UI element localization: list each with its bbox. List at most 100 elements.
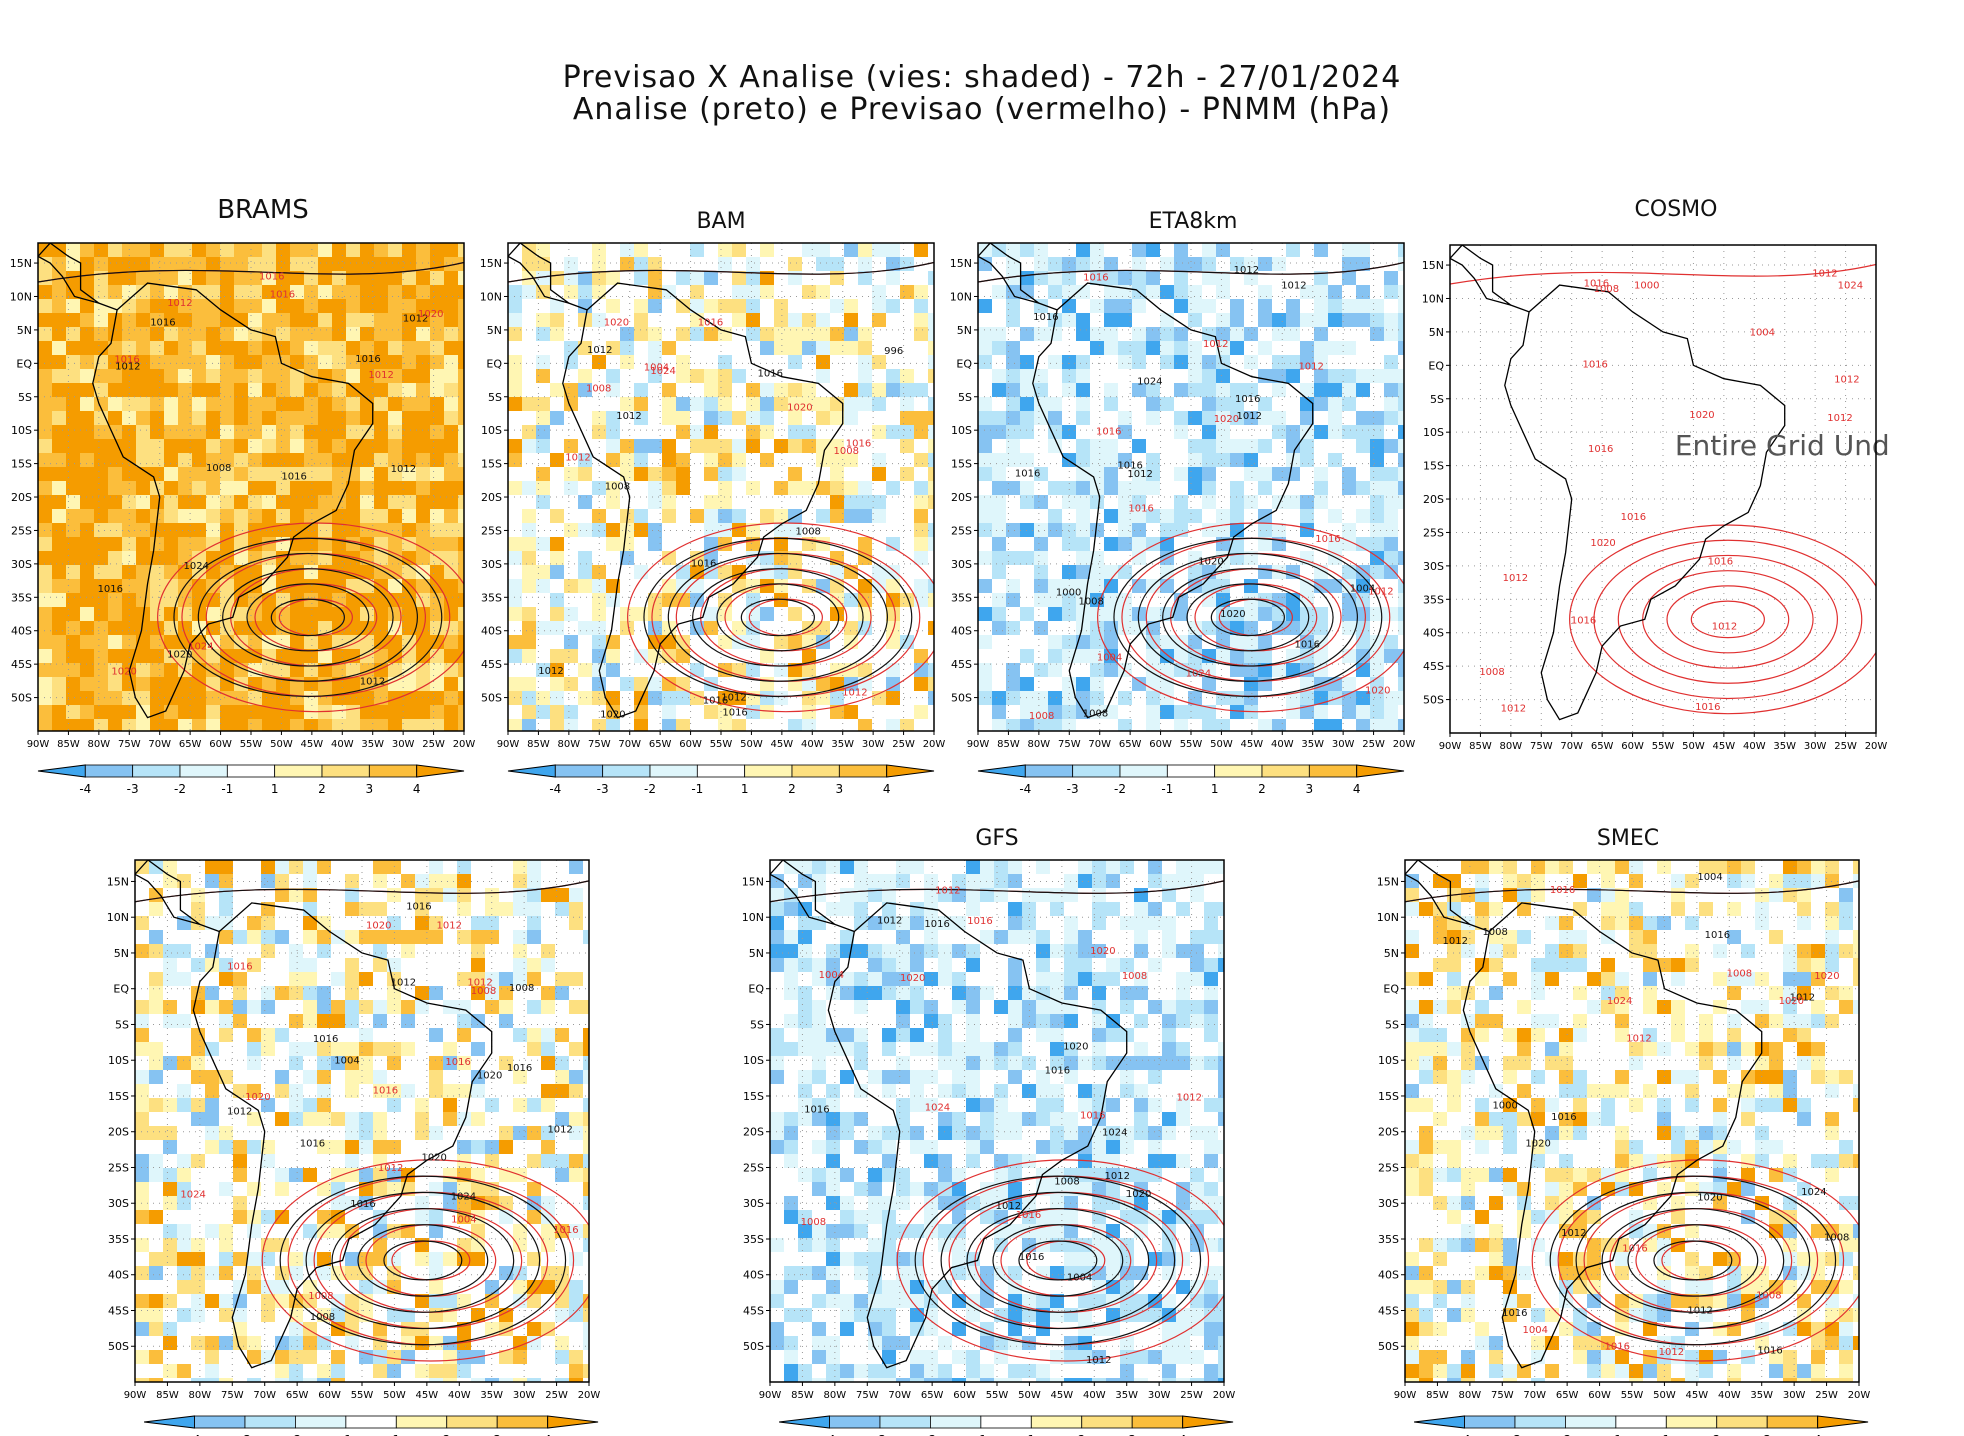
forecast-isobar-label: 1020: [1590, 538, 1615, 549]
analysis-isobar-label: 1012: [1086, 1355, 1111, 1366]
forecast-isobar-label: 1016: [114, 355, 139, 366]
analysis-isobar-label: 1016: [722, 707, 747, 718]
lat-tick-label: 5S: [1430, 393, 1444, 406]
lat-tick-label: 15S: [11, 458, 32, 471]
colorbar-label: -2: [1114, 782, 1126, 796]
lon-tick-label: 35W: [1301, 739, 1324, 750]
lat-tick-label: 15N: [107, 875, 129, 888]
colorbar-label: 2: [788, 782, 796, 796]
map-area: 1016101210121016101210161020102410201016…: [770, 860, 1224, 1382]
analysis-isobar-label: 1012: [721, 693, 746, 704]
map-area: 1012 1016 1016 1012 1012 1016 1012 1012 1016 1020…: [1450, 245, 1876, 733]
colorbar-label: 2: [1258, 782, 1266, 796]
lon-tick-label: 55W: [1621, 1390, 1644, 1401]
forecast-isobar: [627, 522, 934, 713]
forecast-isobar-label: 1016: [1315, 534, 1340, 545]
lat-tick-label: 40S: [11, 625, 32, 638]
undefined-grid-note: Entire Grid Und: [1675, 429, 1890, 462]
panel-title: BRAMS: [217, 195, 309, 225]
colorbar-label: 3: [366, 782, 374, 796]
colorbar-label: 3: [1763, 1433, 1771, 1436]
forecast-isobar-label: 1008: [1122, 971, 1147, 982]
lon-tick-label: 85W: [1469, 741, 1492, 752]
lat-tick-label: 5N: [957, 324, 972, 337]
lat-tick-label: 5N: [1429, 326, 1444, 339]
forecast-isobar-label: 1008: [1479, 667, 1504, 678]
coastline: [508, 243, 588, 311]
forecast-isobar-label: 1024: [1838, 280, 1863, 291]
lon-tick-label: 20W: [578, 1390, 601, 1401]
forecast-isobar: [261, 1159, 589, 1362]
forecast-isobar-label: 1012: [368, 370, 393, 381]
lat-tick-label: EQ: [1383, 983, 1399, 996]
lat-tick-label: 10S: [11, 424, 32, 437]
lon-tick-label: 35W: [480, 1390, 503, 1401]
colorbar-arrow-right: [1817, 1415, 1869, 1429]
lon-tick-label: 25W: [1834, 741, 1857, 752]
coastline: [978, 243, 1058, 311]
colorbar-segment: [1464, 1415, 1516, 1429]
coastline: [38, 243, 118, 311]
forecast-isobar-label: 1012: [1827, 413, 1852, 424]
colorbar-segment: [1024, 764, 1074, 778]
lon-tick-label: 75W: [118, 739, 141, 750]
lat-tick-label: 10N: [480, 290, 502, 303]
analysis-isobar-label: 1016: [1019, 1252, 1044, 1263]
analysis-isobar-label: 1012: [403, 313, 428, 324]
forecast-isobar-label: 1016: [227, 961, 252, 972]
forecast-isobar-label: 1012: [935, 886, 960, 897]
lon-tick-label: 85W: [156, 1390, 179, 1401]
forecast-isobar: [896, 1159, 1224, 1362]
colorbar-arrow-left: [144, 1415, 196, 1429]
map-area: 1016101210081012101610121016102010241012…: [38, 243, 464, 731]
analysis-isobar: [770, 880, 1224, 903]
analysis-isobar-label: 1016: [703, 695, 728, 706]
coastline: [827, 902, 1128, 1369]
lon-tick-label: 40W: [1083, 1390, 1106, 1401]
colorbar-label: -1: [975, 1433, 987, 1436]
lon-tick-label: 20W: [923, 739, 946, 750]
lon-tick-label: 75W: [221, 1390, 244, 1401]
forecast-isobar-label: 1016: [1584, 279, 1609, 290]
lat-tick-label: EQ: [748, 983, 764, 996]
lon-tick-label: 65W: [1591, 741, 1614, 752]
lon-tick-label: 80W: [558, 739, 581, 750]
map-area: 1012 1016 1008 1012 1016 1012 1016 1020 1024 1020…: [1405, 860, 1859, 1382]
analysis-isobar-label: 1004: [1067, 1272, 1092, 1283]
analysis-isobar: [38, 261, 464, 283]
lon-tick-label: 60W: [679, 739, 702, 750]
lon-tick-label: 40W: [448, 1390, 471, 1401]
colorbar-segment: [1166, 764, 1216, 778]
analysis-isobar-label: 1016: [406, 902, 431, 913]
colorbar-label: -3: [597, 782, 609, 796]
colorbar-label: 1: [271, 782, 279, 796]
lat-tick-label: 5S: [1385, 1018, 1399, 1031]
lat-tick-label: 10S: [1423, 426, 1444, 439]
colorbar-label: -4: [824, 1433, 836, 1436]
colorbar-segment: [1072, 764, 1121, 778]
analysis-isobar: [667, 552, 888, 682]
lon-tick-label: 70W: [253, 1390, 276, 1401]
lat-tick-label: 20S: [1378, 1126, 1399, 1139]
analysis-isobar-label: 1016: [1045, 1065, 1070, 1076]
colorbar-segment: [1131, 1415, 1184, 1429]
analysis-isobar-label: 1012: [115, 361, 140, 372]
lon-tick-label: 75W: [856, 1390, 879, 1401]
colorbar-label: -2: [289, 1433, 301, 1436]
analysis-isobar-label: 1012: [1127, 469, 1152, 480]
analysis-isobar: [1653, 1240, 1733, 1281]
lon-tick-label: 70W: [148, 739, 171, 750]
colorbar-segment: [1716, 1415, 1768, 1429]
lon-tick-label: 40W: [1743, 741, 1766, 752]
panel-bam: BAM1016101610121012100810121016102010161…: [480, 209, 946, 796]
colorbar-segment: [1615, 1415, 1667, 1429]
lat-tick-label: 30S: [1423, 560, 1444, 573]
lon-tick-label: 30W: [1783, 1390, 1806, 1401]
lat-tick-label: 30S: [481, 558, 502, 571]
lon-tick-label: 45W: [1713, 741, 1736, 752]
colorbar-segment: [496, 1415, 549, 1429]
forecast-isobar-label: 1012: [467, 978, 492, 989]
forecast-isobar-label: 1024: [1186, 669, 1211, 680]
lon-tick-label: 30W: [1148, 1390, 1171, 1401]
analysis-isobar-label: 1024: [184, 561, 209, 572]
